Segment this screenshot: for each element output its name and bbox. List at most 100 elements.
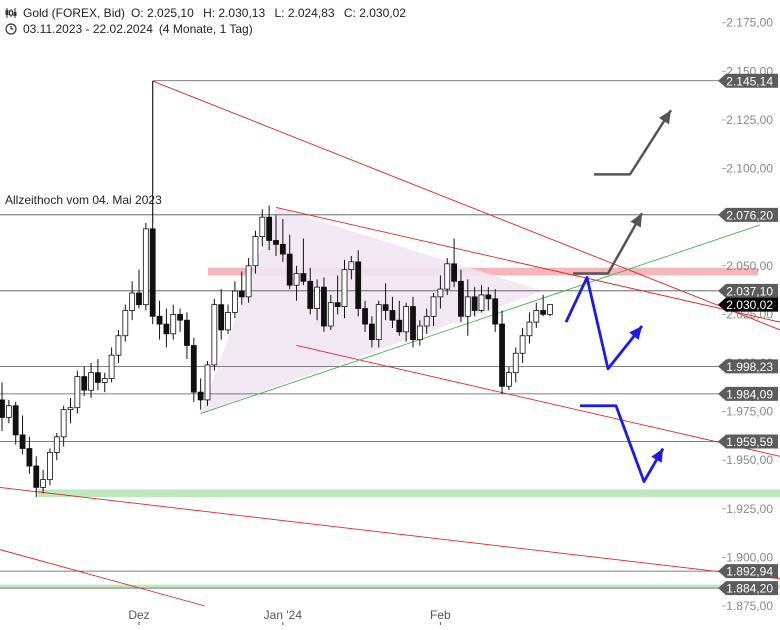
clock-icon — [5, 23, 17, 35]
triangle-pattern — [200, 207, 544, 414]
candle-body — [533, 310, 540, 323]
trendline-red — [0, 486, 780, 580]
candle-body — [170, 313, 177, 335]
y-tick-label: 1.925,00 — [726, 502, 773, 516]
candle-body — [437, 288, 444, 298]
candle-body — [33, 465, 40, 488]
support-zone — [38, 489, 780, 498]
candle-body — [279, 243, 286, 255]
y-tick-label: 1.950,00 — [726, 453, 773, 467]
arrow-blue-upper-head — [629, 326, 642, 340]
arrow-gray-lower — [573, 212, 644, 275]
candle-body — [314, 286, 321, 309]
level-badge-text: 1.984,09 — [726, 387, 773, 401]
arrow-gray-lower-head — [630, 213, 642, 228]
instrument-name: Gold (FOREX, Bid) — [23, 6, 126, 20]
candle-body — [225, 312, 231, 331]
candle-body — [47, 452, 53, 481]
price-badges-layer: 2.145,14 2.076,20 2.037,10 1.998,23 1.984,09… — [718, 73, 778, 596]
level-badge — [718, 434, 778, 449]
level-badge — [718, 581, 778, 596]
arrow-gray-upper-head — [658, 110, 671, 125]
candle-body — [204, 364, 211, 401]
resistance-zone — [208, 267, 758, 276]
y-tick-label: 2.175,00 — [726, 16, 773, 30]
candle-body — [451, 263, 458, 282]
candle-body — [423, 315, 430, 327]
candle-body — [505, 372, 512, 387]
y-tick-label: 2.050,00 — [726, 259, 773, 273]
candle-body — [136, 292, 142, 306]
header-row-instrument: Gold (FOREX, Bid) O: 2.025,10 H: 2.030,1… — [5, 5, 412, 21]
candle-body — [149, 228, 156, 317]
candle-body — [492, 298, 499, 325]
candle-body — [12, 405, 19, 436]
candle-body — [60, 409, 67, 438]
triangle-layer — [200, 207, 544, 414]
candle-body — [74, 376, 81, 409]
candle-body — [163, 323, 170, 335]
candle-body — [293, 273, 300, 286]
candle-body — [389, 310, 396, 321]
candle-body — [142, 228, 149, 306]
candle-body — [218, 304, 225, 331]
y-tick-label: 1.975,00 — [726, 405, 773, 419]
candle-body — [122, 310, 129, 337]
candle-body — [238, 290, 245, 298]
candle-body — [231, 290, 238, 313]
x-tick-label: Feb — [430, 608, 451, 622]
last-price-badge — [718, 297, 778, 312]
level-badge-text: 2.145,14 — [726, 74, 773, 88]
trendline-red — [296, 345, 780, 457]
candle-body — [396, 319, 403, 333]
close-value: C: 2.030,02 — [343, 6, 406, 20]
candle-body — [197, 391, 204, 401]
candle-body — [252, 236, 259, 267]
candle-body — [478, 294, 485, 311]
candle-body — [266, 216, 273, 241]
x-tick-label: Jan '24 — [264, 608, 303, 622]
candle-body — [88, 372, 94, 391]
candle-body — [26, 448, 33, 467]
candle-body — [156, 315, 163, 325]
candle-body — [115, 335, 122, 356]
date-range: 03.11.2023 - 22.02.2024 — [23, 22, 153, 36]
ath-annotation: Allzeithoch vom 04. Mai 2023 — [5, 193, 162, 207]
candle-body — [334, 302, 341, 307]
candle-body — [471, 296, 478, 311]
candle-body — [362, 308, 368, 325]
trendline-green — [200, 224, 761, 414]
candle-body — [286, 253, 293, 286]
candle-body — [307, 280, 314, 309]
arrow-blue-lower — [580, 404, 665, 483]
level-badge — [718, 564, 778, 579]
candle-body — [410, 306, 416, 341]
y-tick-label: 2.100,00 — [726, 162, 773, 176]
level-badge-text: 2.076,20 — [726, 208, 773, 222]
x-tick-label: Dez — [128, 608, 149, 622]
candle-body — [368, 323, 375, 341]
candle-body — [300, 273, 307, 282]
candle-body — [108, 354, 115, 379]
candle-body — [53, 436, 60, 453]
candle-body — [382, 304, 389, 311]
candle-body — [464, 296, 471, 317]
candle-body — [512, 352, 519, 374]
support-zone-bottom — [0, 584, 780, 589]
y-tick-label: 1.900,00 — [726, 550, 773, 564]
candle-body — [40, 479, 46, 488]
level-badge — [718, 359, 778, 374]
candle-body — [273, 240, 279, 245]
arrows-layer — [564, 109, 673, 483]
level-badge — [718, 207, 778, 222]
candle-body — [177, 313, 184, 321]
candle-body — [259, 216, 266, 237]
low-value: L: 2.024,83 — [274, 6, 335, 20]
candle-body — [5, 405, 12, 418]
candles-layer — [0, 81, 553, 498]
candle-body — [348, 261, 355, 271]
candle-body — [375, 304, 382, 341]
candle-body — [526, 321, 533, 337]
zone-layer — [0, 267, 780, 589]
